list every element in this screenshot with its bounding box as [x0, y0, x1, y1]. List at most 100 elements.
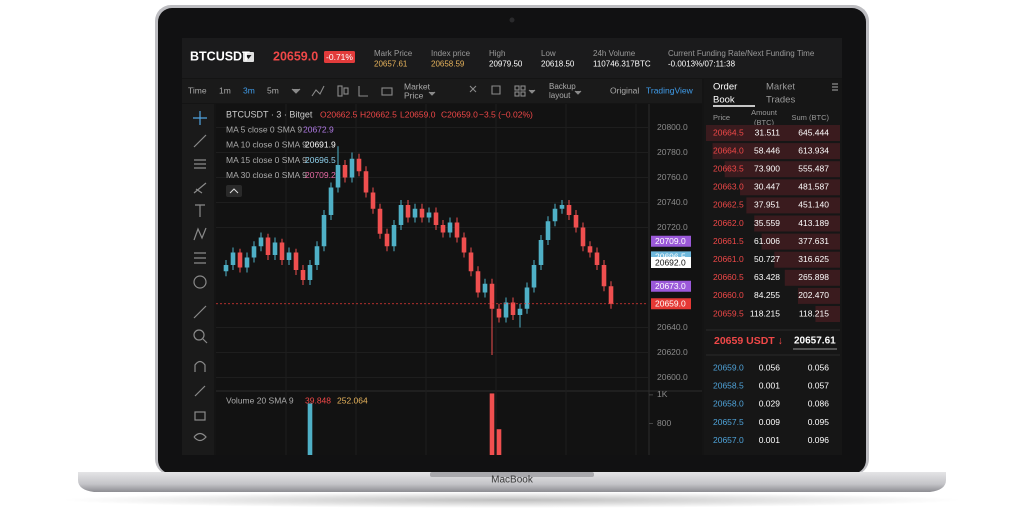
y-tick-label: 20620.0 — [657, 347, 688, 357]
ask-amount: 61.006 — [754, 236, 780, 246]
camera — [509, 17, 515, 23]
interval[interactable]: 5m — [267, 85, 279, 95]
tab-order-book[interactable]: Order — [713, 82, 737, 93]
collapse-button[interactable] — [226, 185, 242, 197]
bid-price: 20658.5 — [713, 380, 744, 390]
y-tick-label: 20780.0 — [657, 147, 688, 157]
ask-amount: 58.446 — [754, 145, 780, 155]
ohlc-legend: L20659.0 — [400, 109, 436, 119]
bid-amount: 0.001 — [759, 435, 781, 445]
ask-sum: 613.934 — [798, 145, 829, 155]
backup-layout[interactable]: Backup — [549, 82, 576, 91]
candle-body — [594, 252, 600, 265]
change-badge — [324, 51, 355, 63]
stat-label: Index price — [431, 49, 471, 58]
volume-tick-label: 1K — [657, 389, 668, 399]
ask-price: 20659.5 — [713, 308, 744, 318]
candle-body — [314, 246, 320, 265]
candle-body — [559, 205, 565, 209]
price-marker-label: 20709.0 — [655, 236, 686, 246]
market-price[interactable]: Market — [404, 81, 431, 91]
ask-sum: 316.625 — [798, 254, 829, 264]
depth-bar — [724, 161, 840, 178]
ask-price: 20660.0 — [713, 290, 744, 300]
ma-value: 20696.5 — [305, 155, 336, 165]
depth-bar — [740, 179, 840, 196]
candle-body — [531, 265, 537, 288]
candle-body — [342, 165, 348, 178]
lid-notch — [430, 472, 594, 477]
symbol: BTCUSDT — [190, 49, 250, 63]
column-header: (BTC) — [754, 118, 774, 127]
interval[interactable]: 3m — [243, 85, 255, 95]
tab-market-trades[interactable]: Market — [766, 82, 795, 93]
candle-body — [405, 205, 411, 218]
candle-body — [468, 252, 474, 272]
ask-price: 20661.0 — [713, 254, 744, 264]
depth-bar — [754, 215, 840, 232]
stat-value: -0.0013%/07:11:38 — [668, 60, 736, 69]
ask-amount: 63.428 — [754, 272, 780, 282]
y-tick-label: 20760.0 — [657, 172, 688, 182]
candle-body — [552, 208, 558, 222]
candle-body — [265, 237, 271, 255]
depth-bar — [784, 269, 840, 286]
price-marker — [651, 257, 691, 268]
ask-price: 20662.0 — [713, 218, 744, 228]
volume-legend-value: 252.064 — [337, 395, 368, 405]
ask-amount: 37.951 — [754, 200, 780, 210]
depth-bar — [746, 197, 840, 214]
ask-amount: 84.255 — [754, 290, 780, 300]
candle-body — [300, 270, 306, 280]
ask-amount: 31.511 — [755, 127, 781, 137]
candle-body — [237, 252, 243, 268]
bid-sum: 0.056 — [808, 362, 830, 372]
candle-body — [482, 283, 488, 293]
drawing-toolbar — [182, 104, 214, 455]
volume-bar — [307, 403, 313, 455]
tab-order-book[interactable]: Book — [713, 95, 735, 106]
candle-body — [223, 265, 229, 272]
market-price[interactable]: Price — [404, 90, 424, 100]
volume-plot — [307, 393, 502, 455]
ohlc-legend: C20659.0 — [441, 109, 478, 119]
view-tab[interactable]: Original — [610, 85, 639, 95]
ask-amount: 73.900 — [754, 163, 780, 173]
tab-market-trades[interactable]: Trades — [766, 95, 795, 106]
bid-sum: 0.086 — [808, 399, 830, 409]
change: -0.71% — [326, 52, 353, 62]
stat-value: 20979.50 — [489, 60, 523, 69]
price-marker-label: 20696.5 — [655, 252, 686, 262]
depth-bar — [712, 143, 840, 160]
depth-bar — [815, 306, 840, 322]
candle-body — [426, 212, 432, 218]
ma-label: MA 5 close 0 SMA 9 — [226, 124, 302, 134]
dropdown-arrow — [245, 55, 252, 59]
candle-body — [258, 237, 264, 247]
candle-body — [496, 308, 502, 318]
depth-bar — [774, 251, 840, 268]
bid-price: 20658.0 — [713, 399, 744, 409]
stat-value: 20618.50 — [541, 60, 575, 69]
interval[interactable]: 1m — [219, 85, 231, 95]
ask-sum: 555.487 — [798, 163, 829, 173]
candle-body — [412, 208, 418, 218]
candle-body — [587, 246, 593, 253]
ma-label: MA 10 close 0 SMA 9 — [226, 140, 307, 150]
candle-body — [475, 271, 481, 293]
view-tab[interactable]: TradingView — [646, 85, 694, 95]
bid-amount: 0.056 — [759, 362, 781, 372]
ask-sum: 481.587 — [798, 182, 829, 192]
y-tick-label: 20600.0 — [657, 372, 688, 382]
laptop-base — [78, 472, 946, 492]
stat-label: Low — [541, 49, 556, 58]
stat-value: 20657.61 — [374, 60, 408, 69]
ma-value: 20709.2 — [305, 170, 336, 180]
stat-value: 20658.59 — [431, 60, 465, 69]
depth-bar — [706, 125, 840, 141]
stat-label: Mark Price — [374, 49, 413, 58]
ma-value: 20691.9 — [305, 140, 336, 150]
backup-layout[interactable]: layout — [549, 91, 571, 100]
